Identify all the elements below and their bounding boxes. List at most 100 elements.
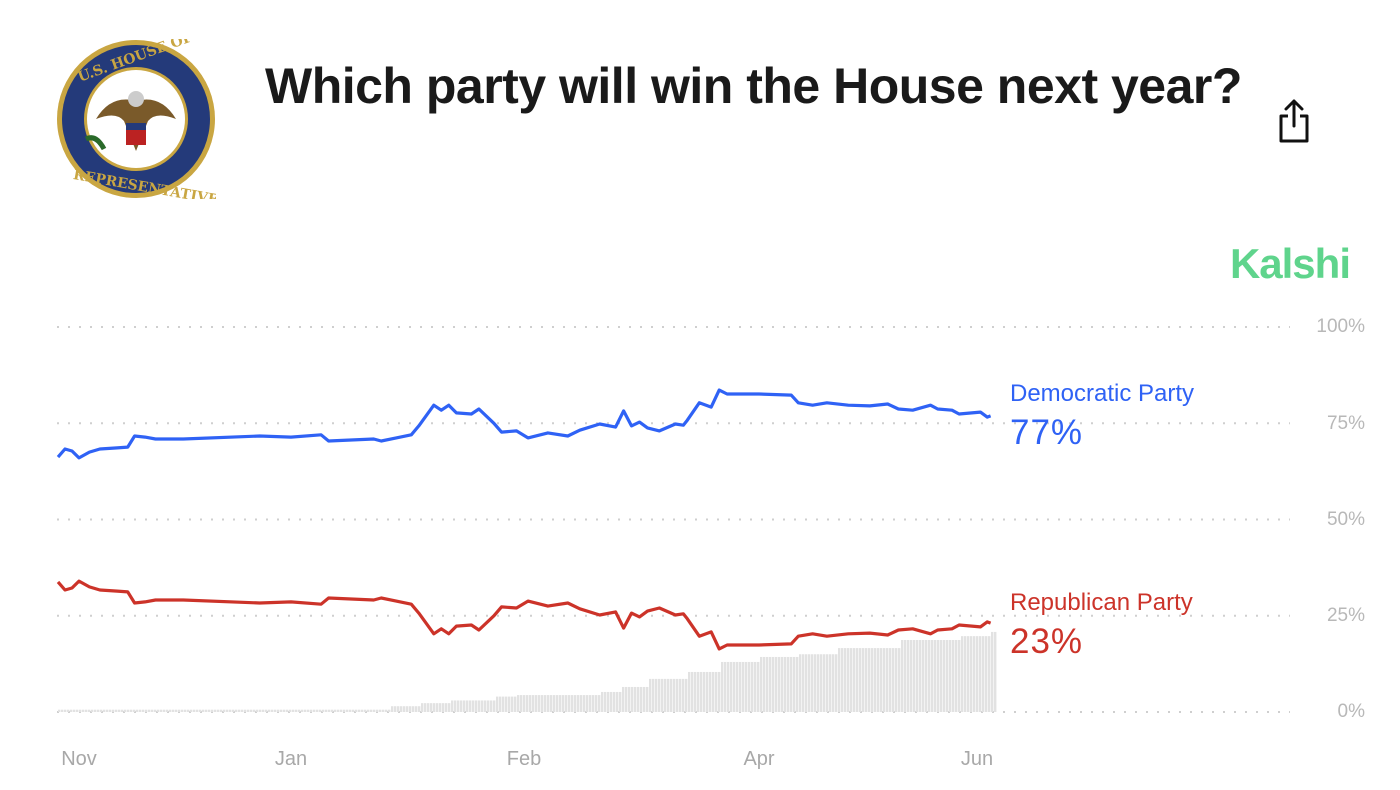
volume-bar (661, 678, 664, 712)
volume-bar (235, 709, 238, 712)
y-tick-label: 50% (1326, 509, 1365, 530)
share-icon[interactable] (1276, 98, 1312, 144)
volume-bar (988, 636, 991, 712)
volume-bar (202, 709, 205, 712)
volume-bar (673, 678, 676, 712)
volume-bar (571, 695, 574, 712)
volume-bar (595, 695, 598, 712)
volume-bar (409, 706, 412, 712)
volume-bar (502, 696, 505, 712)
volume-bar (616, 691, 619, 712)
volume-bar (928, 640, 931, 712)
volume-bar (871, 648, 874, 712)
volume-bar (712, 671, 715, 712)
volume-bar (700, 671, 703, 712)
volume-bar (745, 661, 748, 712)
volume-bar (940, 640, 943, 712)
volume-bar (421, 703, 424, 712)
volume-bar (322, 709, 325, 712)
volume-bar (244, 709, 247, 712)
volume-bar (856, 648, 859, 712)
volume-bar (703, 671, 706, 712)
volume-bar (820, 654, 823, 712)
volume-bar (514, 696, 517, 712)
volume-bar (223, 709, 226, 712)
volume-bar (799, 654, 802, 712)
volume-bar (412, 706, 415, 712)
volume-bar (781, 656, 784, 712)
volume-bar (742, 661, 745, 712)
volume-bar (271, 709, 274, 712)
volume-bar (733, 661, 736, 712)
volume-bar (922, 640, 925, 712)
volume-bar (163, 709, 166, 712)
volume-bar (841, 648, 844, 712)
volume-bar (406, 706, 409, 712)
volume-bar (499, 696, 502, 712)
kalshi-brand: Kalshi (1229, 240, 1351, 287)
volume-bar (991, 631, 994, 712)
volume-bar (958, 640, 961, 712)
volume-bar (391, 706, 394, 712)
volume-bar (103, 709, 106, 712)
volume-bar (67, 709, 70, 712)
republican-current-value: 23% (1010, 622, 1084, 661)
volume-bar (676, 678, 679, 712)
volume-bar (766, 656, 769, 712)
volume-bar (727, 661, 730, 712)
x-tick-label: Apr (743, 748, 775, 770)
volume-bar (361, 709, 364, 712)
volume-bar (157, 709, 160, 712)
volume-bar (787, 656, 790, 712)
volume-bar (166, 709, 169, 712)
republican-series-label: Republican Party (1010, 589, 1193, 616)
volume-bar (466, 700, 469, 712)
volume-bar (925, 640, 928, 712)
volume-bar (559, 695, 562, 712)
volume-bar (598, 695, 601, 712)
volume-bar (73, 709, 76, 712)
republican-line (56, 579, 992, 651)
volume-bar (694, 671, 697, 712)
volume-bar (949, 640, 952, 712)
volume-bar (562, 695, 565, 712)
volume-bar (718, 671, 721, 712)
volume-bar (487, 700, 490, 712)
volume-bar (295, 709, 298, 712)
volume-bar (418, 706, 421, 712)
volume-bar (835, 654, 838, 712)
volume-bar (208, 709, 211, 712)
volume-bar (340, 709, 343, 712)
volume-bar (505, 696, 508, 712)
volume-bar (778, 656, 781, 712)
volume-bar (250, 709, 253, 712)
volume-bar (760, 656, 763, 712)
volume-bar (808, 654, 811, 712)
volume-bar (688, 671, 691, 712)
volume-bar (556, 695, 559, 712)
volume-bar (880, 648, 883, 712)
volume-bar (610, 691, 613, 712)
volume-bar (463, 700, 466, 712)
volume-bar (373, 709, 376, 712)
volume-bar (646, 686, 649, 712)
x-tick-label: Feb (506, 748, 542, 770)
volume-bar (829, 654, 832, 712)
volume-bar (205, 709, 208, 712)
volume-bar (232, 709, 235, 712)
volume-bar (574, 695, 577, 712)
volume-bar (160, 709, 163, 712)
volume-bar (484, 700, 487, 712)
x-tick-label: Jun (960, 748, 994, 770)
volume-bar (109, 709, 112, 712)
volume-bar (979, 636, 982, 712)
volume-bar (211, 709, 214, 712)
volume-bar (133, 709, 136, 712)
volume-bar (286, 709, 289, 712)
volume-bar (931, 640, 934, 712)
volume-bar (283, 709, 286, 712)
volume-bar (454, 700, 457, 712)
volume-bar (136, 709, 139, 712)
volume-bar (448, 703, 451, 712)
volume-bar (967, 636, 970, 712)
